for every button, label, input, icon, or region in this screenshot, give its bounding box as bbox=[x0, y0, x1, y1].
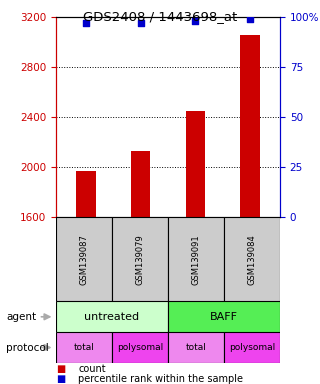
Bar bbox=[240, 35, 260, 217]
Text: ■: ■ bbox=[56, 374, 65, 384]
Bar bbox=[76, 171, 96, 217]
Text: total: total bbox=[74, 343, 94, 352]
Bar bbox=[56, 217, 112, 301]
Bar bbox=[112, 332, 168, 363]
Text: total: total bbox=[186, 343, 206, 352]
Text: BAFF: BAFF bbox=[210, 312, 238, 322]
Text: protocol: protocol bbox=[6, 343, 49, 353]
Point bbox=[247, 16, 252, 22]
Bar bbox=[168, 332, 224, 363]
Bar bbox=[112, 217, 168, 301]
Text: GDS2408 / 1443698_at: GDS2408 / 1443698_at bbox=[83, 10, 237, 23]
Bar bbox=[186, 111, 205, 217]
Point bbox=[193, 18, 198, 24]
Bar bbox=[56, 301, 168, 332]
Bar bbox=[224, 217, 280, 301]
Text: GSM139084: GSM139084 bbox=[247, 234, 257, 285]
Text: ■: ■ bbox=[56, 364, 65, 374]
Bar bbox=[224, 332, 280, 363]
Text: percentile rank within the sample: percentile rank within the sample bbox=[78, 374, 244, 384]
Point bbox=[84, 20, 89, 26]
Text: GSM139087: GSM139087 bbox=[79, 234, 89, 285]
Text: polysomal: polysomal bbox=[229, 343, 275, 352]
Bar bbox=[168, 301, 280, 332]
Text: agent: agent bbox=[6, 312, 36, 322]
Bar bbox=[131, 151, 150, 217]
Bar bbox=[168, 217, 224, 301]
Text: polysomal: polysomal bbox=[117, 343, 163, 352]
Text: GSM139091: GSM139091 bbox=[191, 234, 201, 285]
Text: untreated: untreated bbox=[84, 312, 140, 322]
Text: count: count bbox=[78, 364, 106, 374]
Point bbox=[138, 20, 143, 26]
Bar bbox=[56, 332, 112, 363]
Text: GSM139079: GSM139079 bbox=[135, 234, 145, 285]
